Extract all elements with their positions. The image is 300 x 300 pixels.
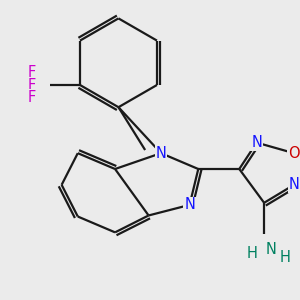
Text: N: N [251, 135, 262, 150]
Text: O: O [288, 146, 300, 161]
Text: N: N [156, 146, 167, 161]
Text: F: F [27, 65, 36, 80]
Text: N: N [184, 197, 195, 212]
Text: N: N [289, 177, 299, 192]
Text: N: N [265, 242, 276, 257]
Text: F: F [27, 90, 36, 105]
Text: F: F [27, 77, 36, 92]
Text: H: H [280, 250, 291, 265]
Text: H: H [247, 246, 257, 261]
